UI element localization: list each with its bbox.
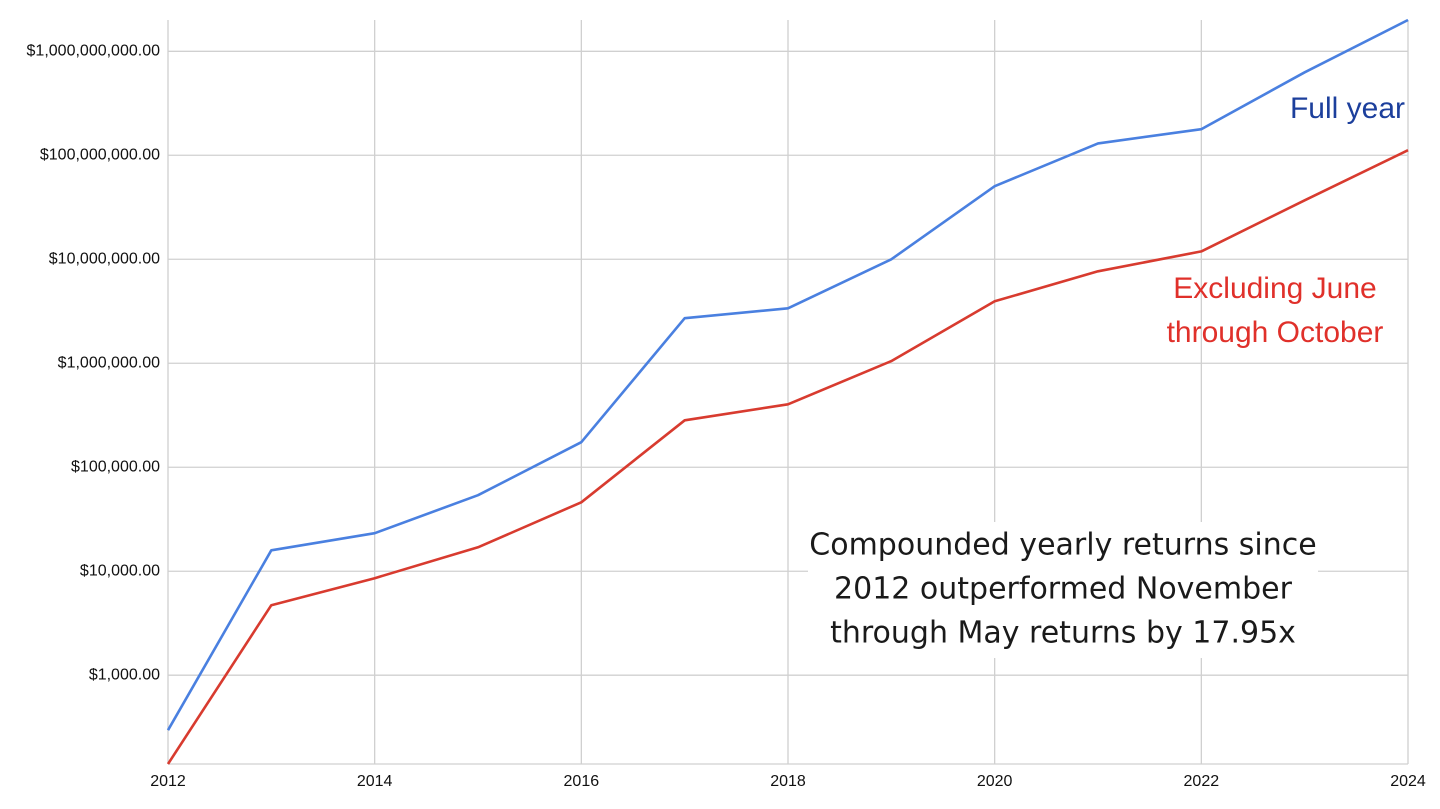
lines bbox=[166, 18, 1409, 765]
x-tick-label: 2014 bbox=[357, 773, 393, 790]
annotation: 2012 outperformed November bbox=[834, 572, 1293, 607]
annotation: Excluding June bbox=[1173, 272, 1376, 305]
annotation: Compounded yearly returns since bbox=[809, 528, 1316, 563]
x-tick-label: 2024 bbox=[1390, 773, 1426, 790]
x-tick-label: 2012 bbox=[150, 773, 186, 790]
annotation: through May returns by 17.95x bbox=[830, 616, 1296, 651]
y-tick-label: $10,000.00 bbox=[80, 562, 160, 579]
annotation: through October bbox=[1167, 316, 1384, 349]
y-tick-label: $100,000,000.00 bbox=[40, 147, 160, 164]
x-tick-label: 2016 bbox=[564, 773, 600, 790]
series-line bbox=[166, 149, 1409, 765]
y-tick-label: $1,000,000,000.00 bbox=[27, 43, 161, 60]
y-tick-label: $1,000,000.00 bbox=[58, 354, 160, 371]
y-tick-label: $10,000,000.00 bbox=[49, 250, 160, 267]
x-tick-label: 2018 bbox=[770, 773, 806, 790]
y-tick-label: $100,000.00 bbox=[71, 458, 160, 475]
labels: $1,000.00 $10,000.00 $100,000.00 $1,000,000… bbox=[27, 43, 1426, 791]
x-tick-label: 2020 bbox=[977, 773, 1013, 790]
annotation-box bbox=[808, 522, 1318, 658]
series-line bbox=[166, 18, 1409, 731]
x-tick-label: 2022 bbox=[1184, 773, 1220, 790]
y-tick-label: $1,000.00 bbox=[89, 666, 160, 683]
annotation: Full year bbox=[1290, 92, 1405, 125]
